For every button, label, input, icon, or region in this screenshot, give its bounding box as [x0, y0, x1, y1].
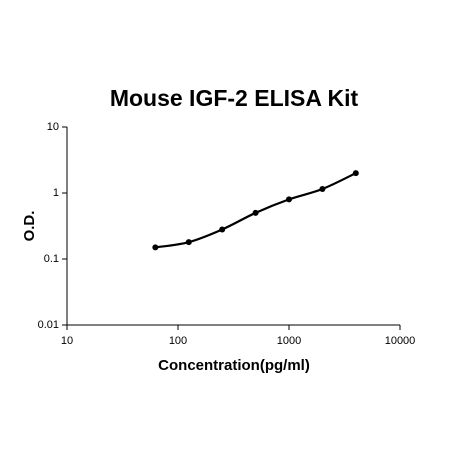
data-point	[152, 244, 159, 251]
x-tick-label: 100	[169, 335, 187, 347]
data-point	[185, 239, 192, 246]
y-tick-label: 10	[47, 121, 59, 133]
data-point	[352, 170, 359, 177]
y-tick-label: 0.1	[44, 253, 59, 265]
x-axis-label: Concentration(pg/ml)	[158, 357, 310, 374]
y-axis-label: O.D.	[21, 211, 38, 242]
y-tick-label: 1	[53, 187, 59, 199]
data-point	[319, 185, 326, 192]
x-tick-label: 10	[61, 335, 73, 347]
x-tick-label: 1000	[277, 335, 301, 347]
x-tick-label: 10000	[385, 335, 416, 347]
data-point	[219, 226, 226, 233]
y-tick-label: 0.01	[38, 319, 59, 331]
data-point	[286, 196, 292, 203]
chart-title: Mouse IGF-2 ELISA Kit	[110, 85, 359, 111]
data-point	[252, 209, 259, 216]
